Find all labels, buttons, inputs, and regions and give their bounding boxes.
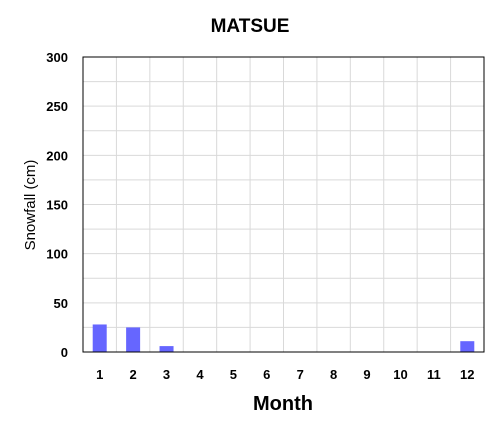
y-tick-label: 200 [46,148,68,163]
x-tick-label: 9 [363,367,370,382]
bar-month-2 [126,327,141,352]
chart-title: MATSUE [211,16,290,37]
y-tick-label: 150 [46,198,68,213]
y-tick-label: 50 [54,296,68,311]
x-tick-label: 5 [230,367,237,382]
x-tick-label: 12 [460,367,474,382]
bar-month-3 [159,346,174,352]
plot-frame [82,56,485,353]
x-tick-label: 1 [96,367,103,382]
y-tick-labels: 0 50 100 150 200 250 300 [46,50,68,360]
x-axis-label: Month [253,393,313,415]
y-tick-label: 300 [46,50,68,65]
x-tick-label: 4 [196,367,204,382]
bars [92,324,475,352]
x-tick-label: 2 [130,367,137,382]
grid-lines [83,57,484,352]
x-tick-labels: 1 2 3 4 5 6 7 8 9 10 11 12 [96,367,474,382]
y-axis-label: Snowfall (cm) [22,160,39,251]
x-tick-label: 3 [163,367,170,382]
bar-month-1 [92,324,107,352]
x-tick-label: 8 [330,367,337,382]
x-tick-label: 11 [427,367,441,382]
x-tick-label: 10 [393,367,407,382]
y-tick-label: 100 [46,247,68,262]
x-tick-label: 7 [297,367,304,382]
x-tick-label: 6 [263,367,270,382]
bar-month-12 [460,341,475,352]
y-tick-label: 0 [61,345,68,360]
y-tick-label: 250 [46,99,68,114]
